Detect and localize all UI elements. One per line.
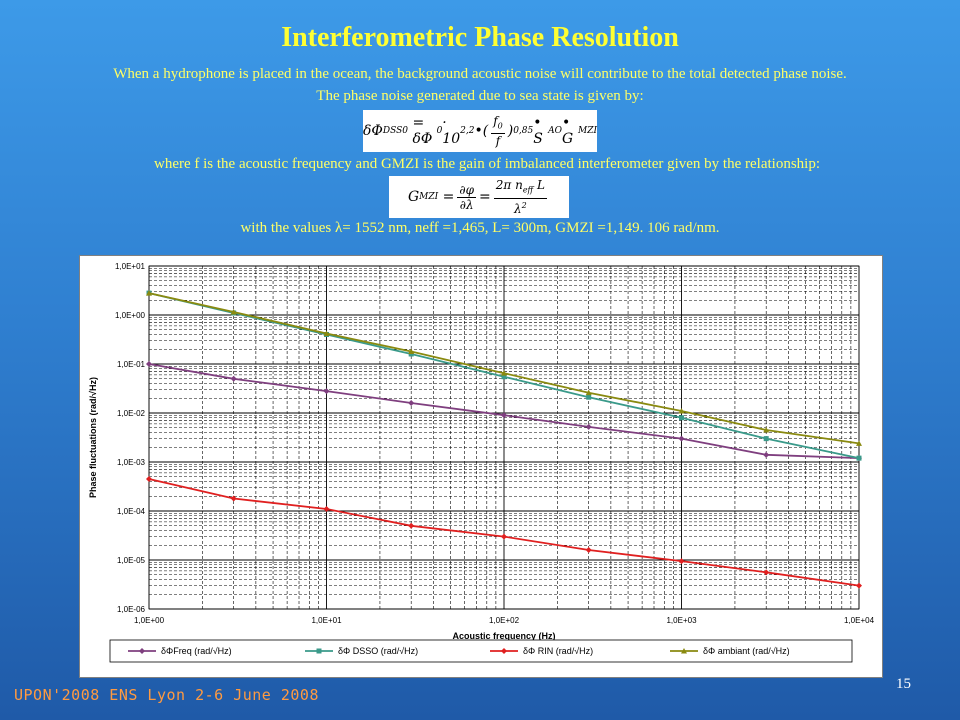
data-point <box>408 348 415 354</box>
data-point <box>146 475 152 482</box>
x-tick-label: 1,0E+02 <box>489 616 520 625</box>
y-tick-label: 1,0E-01 <box>117 360 146 369</box>
data-point <box>763 436 769 442</box>
y-tick-label: 1,0E-04 <box>117 507 146 516</box>
page-number: 15 <box>896 676 911 692</box>
data-point <box>586 394 592 400</box>
chart-svg: 1,0E+00 1,0E+01 1,0E+02 1,0E+03 1,0E+04 1,0E+… <box>88 262 875 663</box>
data-point <box>230 375 237 382</box>
footer-conference: UPON'2008 ENS Lyon 2-6 June 2008 <box>14 686 319 704</box>
data-point <box>146 361 152 367</box>
data-point <box>678 558 685 565</box>
data-point <box>585 423 592 430</box>
data-point <box>230 309 237 315</box>
sea-state-text: The phase noise generated due to sea sta… <box>316 88 644 104</box>
data-point <box>763 451 770 458</box>
legend-entry: δΦ ambiant (rad/√Hz) <box>703 646 790 656</box>
legend-entry: δΦ RIN (rad/√Hz) <box>523 646 593 656</box>
data-point <box>678 435 685 442</box>
data-point <box>230 495 237 502</box>
y-tick-label: 1,0E-03 <box>117 458 146 467</box>
data-point <box>763 569 770 576</box>
x-tick-label: 1,0E+03 <box>666 616 697 625</box>
gain-text: where f is the acoustic frequency and GM… <box>153 156 820 172</box>
data-point <box>856 455 862 461</box>
legend-marker <box>501 648 507 654</box>
data-point <box>585 389 592 396</box>
data-point <box>408 351 414 357</box>
y-tick-label: 1,0E+01 <box>115 262 146 271</box>
data-point <box>679 415 684 421</box>
data-point <box>501 412 507 419</box>
values-text: with the values λ= 1552 nm, neff =1,465,… <box>240 220 720 236</box>
data-point <box>146 290 152 296</box>
data-point <box>678 407 685 414</box>
x-tick-label: 1,0E+01 <box>311 616 342 625</box>
legend-marker <box>139 648 145 654</box>
legend-entry: δΦ DSSO (rad/√Hz) <box>338 646 418 656</box>
intro-text: When a hydrophone is placed in the ocean… <box>113 66 847 82</box>
data-point <box>585 546 592 553</box>
y-tick-label: 1,0E-02 <box>117 409 146 418</box>
y-tick-label: 1,0E+00 <box>115 311 146 320</box>
data-point <box>856 440 862 446</box>
x-tick-label: 1,0E+00 <box>134 616 165 625</box>
x-axis-title: Acoustic frequency (Hz) <box>452 631 555 641</box>
y-tick-label: 1,0E-06 <box>117 605 146 614</box>
data-point <box>323 505 330 512</box>
x-tick-label: 1,0E+04 <box>844 616 875 625</box>
data-point <box>501 374 507 380</box>
data-point <box>323 330 330 336</box>
data-point <box>408 399 415 406</box>
data-point <box>323 388 330 395</box>
legend-marker <box>681 648 687 654</box>
data-point <box>763 426 770 433</box>
legend-entry: δΦFreq (rad/√Hz) <box>161 646 232 656</box>
data-point <box>501 533 507 540</box>
data-point <box>408 522 415 529</box>
legend-marker <box>316 648 322 654</box>
sea-state-formula: δΦ DSS0 = δΦ 0 · 10 2,2 •( f0 f ) 0,85 • S AO … <box>363 110 597 152</box>
phase-noise-chart: 1,0E+00 1,0E+01 1,0E+02 1,0E+03 1,0E+04 1,0E+… <box>79 255 883 678</box>
data-point <box>501 370 507 376</box>
data-point <box>856 582 862 589</box>
legend-box <box>109 639 853 663</box>
y-axis-title: Phase fluctuations (rad/√Hz) <box>88 377 98 498</box>
y-tick-label: 1,0E-05 <box>117 556 146 565</box>
slide-title: Interferometric Phase Resolution <box>281 22 679 53</box>
